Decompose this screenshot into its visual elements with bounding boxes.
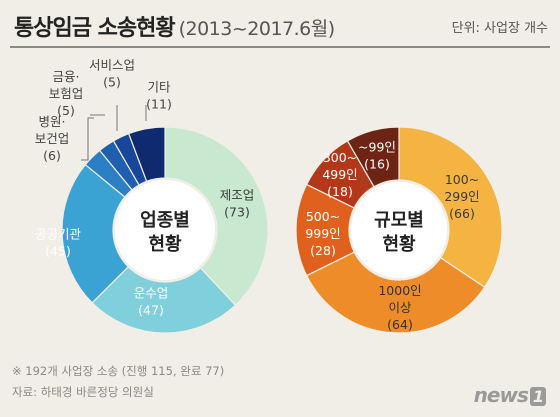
logo-number: 1 [529, 387, 546, 406]
header-divider [10, 46, 550, 48]
slice-value-label: (66) [449, 206, 475, 221]
slice-label: ~99인 [358, 140, 396, 155]
title-period: (2013~2017.6월) [178, 18, 336, 40]
slice-label: 병원· [39, 114, 66, 129]
logo-text: news [473, 383, 529, 407]
slice-label: 999인 [305, 226, 340, 241]
leader-line [81, 117, 94, 161]
slice-label: 500~ [306, 209, 340, 224]
center-label: 현황 [382, 234, 416, 255]
slice-label: 금융· [53, 69, 80, 84]
slice-label: 보험업 [49, 86, 84, 101]
slice-label: 제조업 [220, 188, 255, 203]
donut-slice [164, 126, 269, 307]
slice-value-label: (6) [43, 148, 61, 163]
slice-value-label: (28) [310, 243, 336, 258]
donut-slice [127, 126, 166, 183]
donut-center [115, 180, 215, 280]
donut-slice [305, 251, 486, 334]
slice-label: 보건업 [35, 131, 70, 146]
slice-label: 299인 [444, 189, 479, 204]
footnote: ※ 192개 사업장 소송 (진행 115, 완료 77) [12, 364, 225, 378]
title-text: 통상임금 소송현황 [14, 16, 176, 41]
slice-value-label: (18) [327, 184, 353, 199]
slice-value-label: (5) [57, 103, 75, 118]
slice-value-label: (16) [364, 157, 390, 172]
slice-label: 300~ [323, 150, 357, 165]
slice-value-label: (47) [138, 303, 164, 318]
slice-value-label: (5) [103, 75, 121, 90]
unit-label: 단위: 사업장 개수 [451, 21, 548, 36]
slice-label: 499인 [322, 167, 357, 182]
slice-label: 1000인 [378, 283, 421, 298]
slice-label: 기타 [147, 80, 171, 95]
news1-logo: news 1 [474, 383, 546, 407]
center-label: 업종별 [140, 210, 190, 231]
slice-label: 서비스업 [89, 58, 135, 73]
slice-label: 운수업 [134, 286, 169, 301]
donut-slice [61, 163, 130, 304]
donut-slice [91, 265, 237, 334]
donut-center [351, 182, 447, 278]
slice-value-label: (11) [146, 97, 172, 112]
header: 통상임금 소송현황 (2013~2017.6월) 단위: 사업장 개수 [14, 8, 548, 42]
slice-label: 100~ [445, 172, 479, 187]
page-title: 통상임금 소송현황 (2013~2017.6월) [14, 10, 335, 42]
slice-label: 공공기관 [35, 227, 82, 242]
slice-value-label: (45) [45, 244, 71, 259]
slice-label: 이상 [388, 300, 412, 315]
donut-slice [398, 126, 503, 289]
slice-value-label: (73) [224, 205, 250, 220]
slice-value-label: (64) [387, 317, 413, 332]
center-label: 현황 [148, 234, 182, 255]
center-label: 규모별 [374, 210, 424, 231]
source-note: 자료: 하태경 바른정당 의원실 [12, 385, 154, 399]
donut-slice [346, 126, 400, 188]
